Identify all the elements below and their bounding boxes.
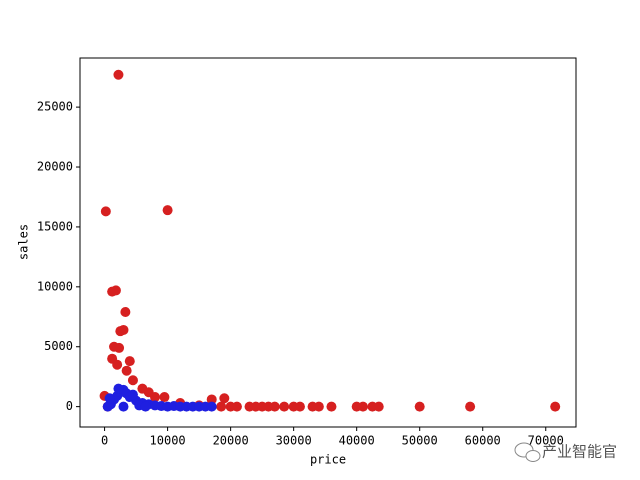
y-axis-label: sales — [17, 224, 31, 260]
point — [110, 285, 121, 296]
y-tick-label: 15000 — [37, 219, 73, 233]
watermark: 产业智能官 — [542, 443, 617, 461]
point — [279, 401, 290, 412]
x-tick-label: 0 — [101, 434, 108, 448]
point — [121, 365, 132, 376]
point — [118, 401, 129, 412]
point — [162, 205, 173, 216]
point — [269, 401, 280, 412]
point — [206, 401, 217, 412]
series — [99, 69, 561, 412]
y-tick-label: 5000 — [44, 339, 73, 353]
y-tick-label: 25000 — [37, 100, 73, 114]
point — [149, 392, 160, 403]
point — [127, 375, 138, 386]
y-tick-label: 10000 — [37, 279, 73, 293]
point — [206, 394, 217, 405]
point — [114, 342, 125, 353]
point — [127, 389, 138, 400]
point — [231, 401, 242, 412]
x-tick-label: 20000 — [213, 434, 249, 448]
x-axis-label: price — [310, 453, 346, 467]
point — [100, 206, 111, 217]
point — [373, 401, 384, 412]
watermark-icon — [514, 442, 541, 462]
point — [118, 324, 129, 335]
plot-frame — [79, 57, 577, 428]
point — [140, 401, 151, 412]
x-tick-label: 40000 — [339, 434, 375, 448]
point — [113, 69, 124, 80]
point — [104, 393, 115, 404]
series — [102, 383, 217, 412]
point — [113, 383, 124, 394]
x-tick-label: 50000 — [402, 434, 438, 448]
point — [107, 353, 118, 364]
x-tick-label: 60000 — [465, 434, 501, 448]
point — [326, 401, 337, 412]
y-tick-label: 0 — [66, 399, 73, 413]
point — [294, 401, 305, 412]
point — [414, 401, 425, 412]
point — [465, 401, 476, 412]
point — [313, 401, 324, 412]
x-tick-label: 30000 — [276, 434, 312, 448]
point — [219, 393, 230, 404]
point — [124, 356, 135, 367]
y-tick-label: 20000 — [37, 160, 73, 174]
point — [357, 401, 368, 412]
point — [216, 401, 227, 412]
x-tick-label: 10000 — [150, 434, 186, 448]
x-tick-label: 70000 — [528, 434, 564, 448]
point — [120, 306, 131, 317]
point — [159, 392, 170, 403]
point — [550, 401, 561, 412]
